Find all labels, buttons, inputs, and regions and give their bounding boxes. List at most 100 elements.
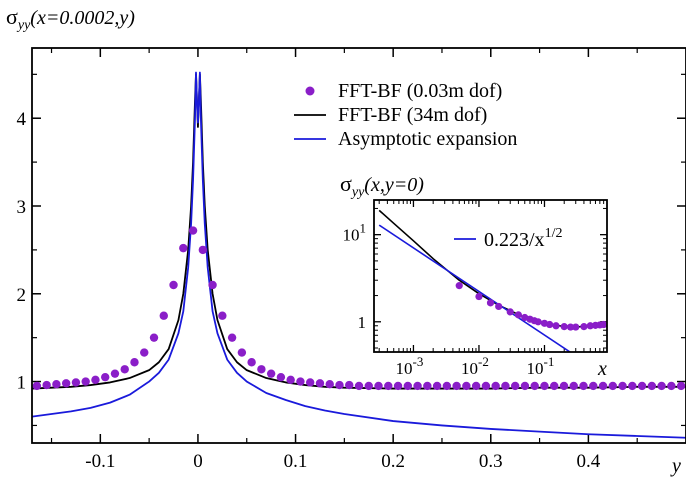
data-point [589,381,598,391]
data-point [345,380,354,390]
inset-data-point [475,292,483,301]
data-point [198,245,208,255]
data-point [71,378,81,387]
inset-series [378,209,607,352]
data-point [471,381,481,391]
data-point [540,381,549,391]
x-tick-label: 0.2 [381,451,405,472]
data-point [442,381,452,391]
data-point [530,381,539,391]
x-tick-label: 0 [193,451,203,472]
inset-x-tick-label: 10-2 [461,354,489,378]
data-point [101,372,110,382]
data-point [559,381,569,391]
data-point [120,365,129,374]
data-point [61,379,71,388]
legend-label: FFT-BF (0.03m dof) [338,80,502,102]
main-ylabel: σyy(x=0.0002,y) [6,4,135,33]
data-point [81,377,90,386]
data-point [169,280,178,290]
data-point [501,381,510,391]
data-point [188,226,198,235]
data-point [364,381,373,391]
main-plot: -0.1 0 0.1 0.2 0.3 0.4 1 2 3 4 [17,47,686,472]
data-point [520,381,530,391]
inset-plot-frame [373,199,608,353]
data-point [676,381,686,391]
x-tick-label: -0.1 [85,451,115,472]
data-point [52,379,61,389]
inset-title-sub: yy [350,185,365,200]
data-point [266,369,276,378]
data-point [149,333,159,342]
main-ylabel-sigma: σ [6,4,18,29]
inset-data-point [566,323,575,331]
data-point [403,381,413,391]
main-series [32,71,686,439]
data-point [354,381,364,391]
inset-x-tick-label: 10-1 [527,354,555,378]
data-point [510,381,520,391]
data-point [335,380,344,390]
inset-data-point [560,323,568,331]
data-point [413,381,422,391]
inset-data-point [486,299,495,307]
data-point [550,381,559,391]
main-ylabel-sub: yy [16,18,31,33]
data-point [384,381,393,391]
data-point [569,381,578,391]
y-tick-label: 2 [17,285,27,306]
inset-data-point [514,311,523,319]
inset-data-point [580,323,588,331]
x-tick-label: 0.3 [479,451,503,472]
data-point [325,379,334,389]
data-point [432,381,442,391]
data-point [423,381,432,391]
inset-xlabel: x [597,358,607,380]
x-tick-label: 0.4 [577,451,601,472]
data-point [305,378,315,387]
data-point [179,243,188,253]
data-point [130,358,139,367]
data-point [140,348,149,357]
inset-x-tick-label: 10-3 [396,354,424,378]
inset-legend-label: 0.223/x1/2 [484,226,562,251]
legend-label: Asymptotic expansion [338,128,517,150]
data-point [227,333,237,342]
y-tick-label: 3 [17,197,27,218]
inset-data-point [546,320,554,329]
data-point [491,381,500,391]
data-point [286,375,295,384]
data-point [91,375,100,384]
data-point [657,381,666,391]
data-point [218,311,227,320]
inset-y-tick-label: 1 [358,313,367,332]
legend-marker-dot [305,86,315,96]
inset-legend: 0.223/x1/2 [454,226,562,251]
data-point [237,348,247,357]
data-point [247,358,256,367]
data-point [208,280,217,290]
inset-title: σyy(x,y=0) [340,171,424,200]
main-ylabel-args: (x=0.0002,y) [30,7,135,29]
series-line [32,71,686,439]
inset-ticks: 10-3 10-2 10-1 1 101 [343,200,608,378]
data-point [159,311,168,320]
inset-data-point [586,322,594,330]
data-point [628,381,637,391]
inset-data-point [495,302,503,311]
data-point [42,380,51,390]
inset-y-tick-label: 101 [343,221,367,245]
inset-data-point [455,282,463,290]
main-xlabel: y [670,455,681,477]
data-point [276,372,286,382]
data-point [481,381,491,391]
inset-data-point [506,308,514,316]
main-plot-frame [31,47,686,444]
data-point [618,381,627,391]
inset-data-point [534,318,542,326]
inset-plot: 10-3 10-2 10-1 1 101 0.223/x1/2 [343,199,608,378]
data-point [462,381,471,391]
data-point [667,381,676,391]
